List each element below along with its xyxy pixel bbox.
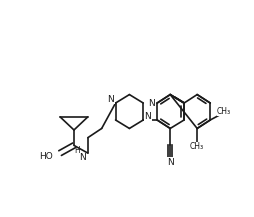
Text: HO: HO bbox=[39, 152, 52, 161]
Text: N: N bbox=[107, 95, 114, 104]
Text: H: H bbox=[74, 146, 80, 155]
Text: CH₃: CH₃ bbox=[190, 142, 204, 151]
Text: N: N bbox=[79, 153, 86, 162]
Text: N: N bbox=[167, 158, 173, 167]
Text: N: N bbox=[148, 99, 155, 108]
Text: CH₃: CH₃ bbox=[217, 107, 231, 116]
Text: N: N bbox=[145, 112, 151, 121]
